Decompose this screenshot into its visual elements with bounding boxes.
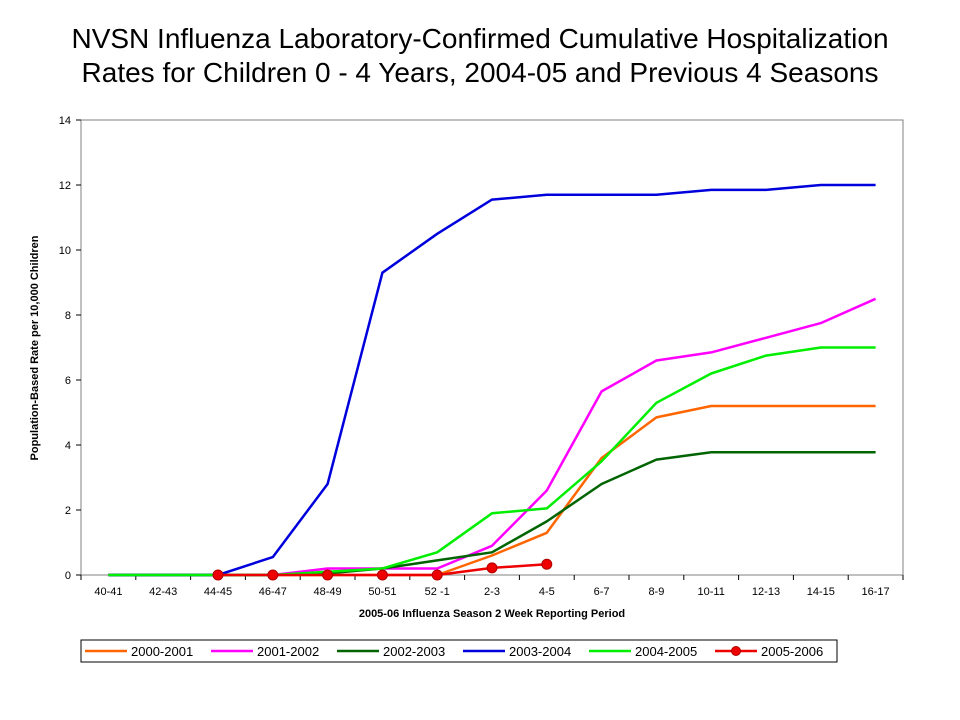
x-tick-label: 12-13 [752, 586, 780, 598]
y-tick-label: 8 [65, 310, 71, 322]
x-axis: 40-41 42-43 44-45 46-47 48-49 50-51 52 -1 2-3 4-… [80, 575, 904, 598]
data-point-2005-2006 [322, 569, 334, 581]
series-layer [108, 183, 877, 581]
x-tick-label: 46-47 [259, 586, 287, 598]
chart-title: NVSN Influenza Laboratory-Confirmed Cumu… [0, 22, 960, 90]
x-tick-label: 10-11 [698, 586, 725, 598]
x-tick-label: 48-49 [314, 586, 342, 598]
y-tick-label: 12 [59, 180, 71, 192]
x-tick-label: 2-3 [484, 586, 500, 598]
y-tick-label: 4 [65, 440, 71, 452]
x-axis-title: 2005-06 Influenza Season 2 Week Reportin… [359, 608, 625, 620]
y-tick-label: 0 [65, 570, 71, 582]
y-axis: 0 2 4 6 8 10 12 14 [59, 115, 81, 582]
legend-label-2003-2004: 2003-2004 [509, 644, 571, 659]
x-tick-label: 4-5 [539, 586, 555, 598]
y-axis-title: Population-Based Rate per 10,000 Childre… [29, 235, 41, 460]
data-point-2005-2006 [431, 569, 443, 581]
legend-marker-2005-2006 [731, 646, 741, 656]
x-tick-label: 16-17 [862, 586, 890, 598]
plot-area [80, 119, 904, 576]
y-tick-label: 14 [59, 115, 71, 127]
legend-label-2005-2006: 2005-2006 [761, 644, 823, 659]
data-point-2005-2006 [212, 569, 224, 581]
y-tick-label: 6 [65, 375, 71, 387]
x-tick-label: 50-51 [368, 586, 396, 598]
legend-box [80, 639, 838, 663]
x-tick-label: 42-43 [149, 586, 177, 598]
series-line-2003-2004 [108, 183, 876, 577]
data-point-2005-2006 [486, 562, 498, 574]
x-tick-label: 44-45 [204, 586, 232, 598]
legend-label-2001-2002: 2001-2002 [257, 644, 319, 659]
data-point-2005-2006 [267, 569, 279, 581]
legend-label-2002-2003: 2002-2003 [383, 644, 445, 659]
x-tick-label: 52 -1 [425, 586, 450, 598]
y-tick-label: 2 [65, 505, 71, 517]
y-tick-label: 10 [59, 245, 71, 257]
x-tick-label: 8-9 [648, 586, 664, 598]
data-point-2005-2006 [376, 569, 388, 581]
x-tick-label: 40-41 [94, 586, 122, 598]
legend-label-2004-2005: 2004-2005 [635, 644, 697, 659]
chart-title-line-1: NVSN Influenza Laboratory-Confirmed Cumu… [71, 23, 889, 54]
legend: 2000-2001 2001-2002 2002-2003 2003-2004 2004… [80, 639, 838, 663]
data-point-2005-2006 [541, 558, 553, 570]
x-tick-label: 14-15 [807, 586, 835, 598]
legend-label-2000-2001: 2000-2001 [131, 644, 193, 659]
x-tick-label: 6-7 [594, 586, 610, 598]
chart-title-line-2: Rates for Children 0 - 4 Years, 2004-05 … [81, 57, 879, 88]
